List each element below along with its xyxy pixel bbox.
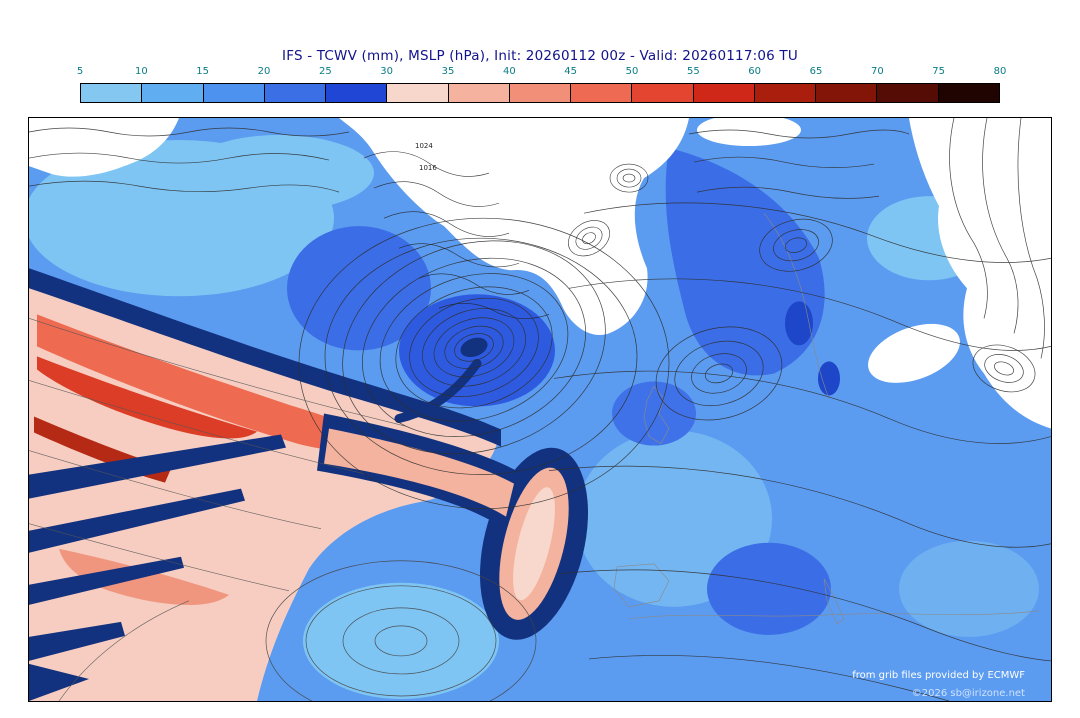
contour-labels: 1024 1016 bbox=[415, 142, 437, 172]
colorbar-segment bbox=[81, 84, 142, 102]
colorbar-segment bbox=[263, 84, 326, 102]
page-title: IFS - TCWV (mm), MSLP (hPa), Init: 20260… bbox=[282, 48, 798, 64]
colorbar-tick-label: 60 bbox=[748, 66, 762, 77]
colorbar-segment bbox=[325, 84, 387, 102]
colorbar-segment bbox=[447, 84, 509, 102]
colorbar-segment bbox=[753, 84, 816, 102]
colorbar-tick-label: 70 bbox=[870, 66, 884, 77]
colorbar-tick-label: 25 bbox=[318, 66, 332, 77]
colorbar-tick-label: 20 bbox=[257, 66, 271, 77]
weather-map-svg: 1024 1016 from grib files provided by EC… bbox=[29, 118, 1051, 701]
map-frame: 1024 1016 from grib files provided by EC… bbox=[28, 117, 1052, 702]
colorbar-tick-label: 55 bbox=[686, 66, 700, 77]
colorbar-segment bbox=[937, 84, 999, 102]
contour-label-1016: 1016 bbox=[419, 164, 437, 172]
colorbar-segment bbox=[570, 84, 632, 102]
colorbar-segment bbox=[141, 84, 203, 102]
colorbar-tick-label: 45 bbox=[564, 66, 578, 77]
colorbar-tick-label: 10 bbox=[134, 66, 148, 77]
colorbar-segment bbox=[876, 84, 938, 102]
attribution-line1: from grib files provided by ECMWF bbox=[852, 670, 1025, 681]
attribution: from grib files provided by ECMWF ©2026 … bbox=[852, 670, 1025, 699]
colorbar-tick-label: 80 bbox=[993, 66, 1007, 77]
colorbar-tick-label: 5 bbox=[76, 66, 84, 77]
attribution-line2: ©2026 sb@irizone.net bbox=[912, 688, 1025, 699]
tcwv-shading bbox=[29, 118, 1051, 701]
colorbar-tick-label: 35 bbox=[441, 66, 455, 77]
pressure-contours bbox=[29, 118, 1051, 701]
colorbar-segment bbox=[692, 84, 754, 102]
colorbar-segment bbox=[202, 84, 264, 102]
colorbar-segment bbox=[386, 84, 448, 102]
colorbar-tick-label: 40 bbox=[502, 66, 516, 77]
colorbar-tick-label: 15 bbox=[196, 66, 210, 77]
colorbar-segment bbox=[508, 84, 571, 102]
colorbar: 5 10 15 20 25 30 35 40 45 50 55 60 65 70 75 80 bbox=[76, 66, 1007, 103]
colorbar-tick-label: 65 bbox=[809, 66, 823, 77]
colorbar-segment bbox=[815, 84, 877, 102]
colorbar-ticks: 5 10 15 20 25 30 35 40 45 50 55 60 65 70 75 80 bbox=[76, 66, 1007, 81]
colorbar-segment bbox=[631, 84, 693, 102]
colorbar-tick-label: 30 bbox=[380, 66, 394, 77]
colorbar-tick-label: 75 bbox=[932, 66, 946, 77]
colorbar-segments bbox=[80, 83, 1000, 103]
contour-label-1024: 1024 bbox=[415, 142, 433, 150]
colorbar-tick-label: 50 bbox=[625, 66, 639, 77]
